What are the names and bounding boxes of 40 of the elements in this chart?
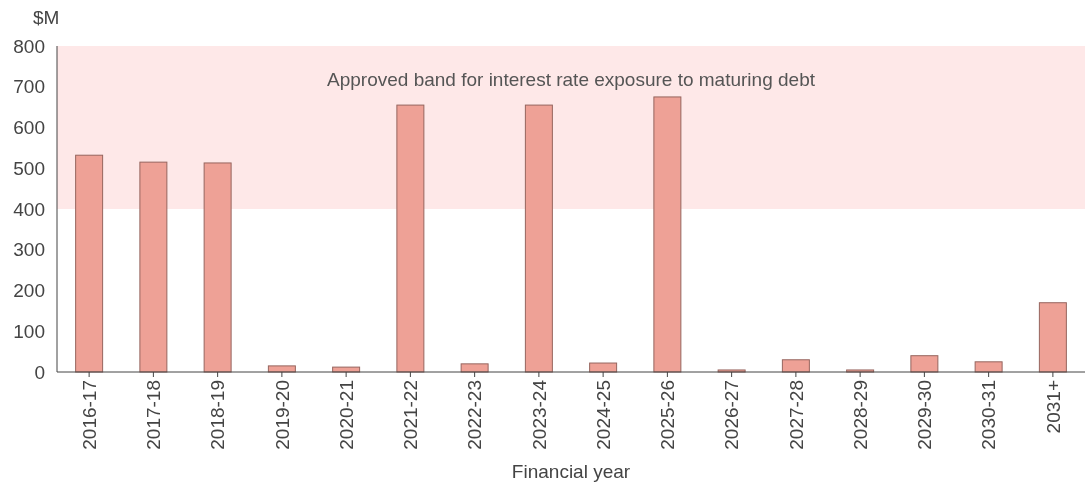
x-tick-label: 2031+ bbox=[1042, 380, 1064, 434]
x-tick-label: 2024-25 bbox=[592, 380, 614, 450]
bar bbox=[781, 359, 810, 373]
x-tick-label: 2016-17 bbox=[78, 380, 100, 450]
x-tick-label: 2026-27 bbox=[721, 380, 743, 450]
y-axis-title: $M bbox=[33, 7, 60, 28]
bar bbox=[1038, 302, 1067, 373]
x-axis-title: Financial year bbox=[511, 461, 631, 482]
bar bbox=[460, 363, 489, 373]
bar bbox=[974, 361, 1003, 373]
bar bbox=[203, 162, 232, 373]
y-tick-label: 500 bbox=[13, 157, 45, 179]
y-tick-label: 700 bbox=[13, 76, 45, 98]
y-tick-label: 200 bbox=[13, 280, 45, 302]
y-tick-label: 100 bbox=[13, 320, 45, 342]
x-tick-label: 2025-26 bbox=[657, 380, 679, 450]
x-tick-label: 2030-31 bbox=[978, 380, 1000, 450]
y-tick-label: 600 bbox=[13, 117, 45, 139]
x-tick-label: 2018-19 bbox=[207, 380, 229, 450]
bar bbox=[396, 104, 425, 373]
bar bbox=[139, 161, 168, 373]
x-tick-label: 2029-30 bbox=[914, 380, 936, 450]
y-tick-label: 400 bbox=[13, 198, 45, 220]
bar bbox=[910, 355, 939, 373]
y-tick-label: 300 bbox=[13, 239, 45, 261]
x-tick-label: 2019-20 bbox=[271, 380, 293, 450]
x-tick-label: 2028-29 bbox=[849, 380, 871, 450]
bar bbox=[524, 104, 553, 373]
x-tick-label: 2022-23 bbox=[464, 380, 486, 450]
x-tick-label: 2020-21 bbox=[335, 380, 357, 450]
x-tick-label: 2021-22 bbox=[400, 380, 422, 450]
bar bbox=[589, 362, 618, 373]
x-tick-label: 2023-24 bbox=[528, 379, 550, 450]
y-tick-label: 800 bbox=[13, 35, 45, 57]
x-tick-label: 2017-18 bbox=[143, 380, 165, 450]
bar bbox=[75, 154, 104, 373]
bar bbox=[653, 96, 682, 373]
x-tick-label: 2027-28 bbox=[785, 380, 807, 450]
y-tick-label: 0 bbox=[34, 361, 45, 383]
band-label: Approved band for interest rate exposure to maturing debt bbox=[327, 69, 816, 90]
